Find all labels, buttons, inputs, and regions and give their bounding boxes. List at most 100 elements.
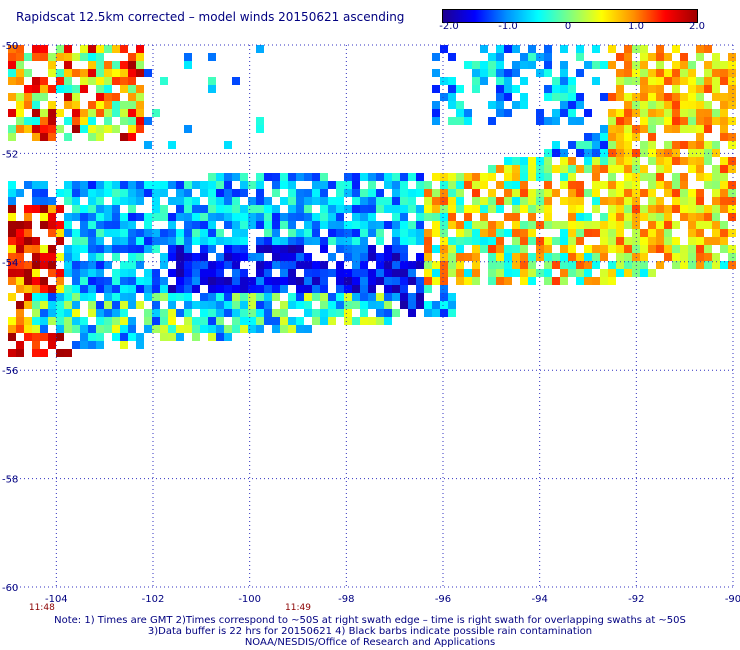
data-cell [560,237,568,245]
data-cell [112,109,120,117]
data-cell [232,213,240,221]
data-cell [712,109,720,117]
data-cell [496,45,504,53]
data-cell [304,325,312,333]
data-cell [72,341,80,349]
data-cell [712,141,720,149]
data-cell [128,133,136,141]
data-cell [152,325,160,333]
data-cell [448,237,456,245]
data-cell [80,245,88,253]
data-cell [120,181,128,189]
data-cell [184,61,192,69]
data-cell [392,205,400,213]
data-cell [392,181,400,189]
data-cell [360,285,368,293]
data-cell [576,117,584,125]
data-cell [448,261,456,269]
data-cell [600,157,608,165]
data-cell [432,189,440,197]
data-cell [280,269,288,277]
data-cell [504,77,512,85]
data-cell [472,197,480,205]
data-cell [488,277,496,285]
data-cell [120,69,128,77]
data-cell [264,245,272,253]
data-cell [640,165,648,173]
data-cell [528,269,536,277]
data-cell [672,197,680,205]
data-cell [504,245,512,253]
data-cell [728,189,736,197]
data-cell [40,253,48,261]
data-cell [72,53,80,61]
data-cell [152,189,160,197]
data-cell [184,237,192,245]
data-cell [648,157,656,165]
data-cell [344,205,352,213]
data-cell [112,61,120,69]
data-cell [472,181,480,189]
data-cell [360,197,368,205]
data-cell [472,229,480,237]
data-cell [328,301,336,309]
data-cell [200,301,208,309]
time-label: 11:48 [29,603,55,613]
data-cell [72,189,80,197]
data-cell [8,77,16,85]
axis-ticks: -104 -102 -100 -98 -96 -94 -92 -90-50-52-54-56-… [2,41,740,613]
data-cell [544,197,552,205]
data-cell [360,253,368,261]
data-cell [88,269,96,277]
data-cell [592,181,600,189]
data-cell [104,309,112,317]
data-cell [728,213,736,221]
data-cell [456,181,464,189]
data-cell [24,285,32,293]
data-cell [176,293,184,301]
data-cell [432,269,440,277]
data-cell [296,325,304,333]
data-cell [56,269,64,277]
data-cell [56,189,64,197]
data-cell [600,229,608,237]
data-cell [560,197,568,205]
data-cell [584,213,592,221]
data-cell [416,277,424,285]
data-cell [16,261,24,269]
data-cell [16,341,24,349]
data-cell [168,285,176,293]
data-cell [504,229,512,237]
data-cell [296,173,304,181]
data-cell [232,309,240,317]
data-cell [376,221,384,229]
data-cell [520,181,528,189]
data-cell [600,93,608,101]
data-cell [504,197,512,205]
data-cell [200,221,208,229]
data-cell [496,93,504,101]
data-cell [208,285,216,293]
data-cell [456,229,464,237]
data-cell [152,237,160,245]
data-cell [208,301,216,309]
data-cell [360,205,368,213]
data-cell [112,125,120,133]
data-cell [16,109,24,117]
data-cell [136,237,144,245]
data-cell [264,237,272,245]
data-cell [88,133,96,141]
data-cell [544,213,552,221]
data-cell [32,253,40,261]
data-cell [112,77,120,85]
data-cell [96,221,104,229]
data-cell [616,69,624,77]
data-cell [664,53,672,61]
data-cell [304,221,312,229]
data-cell [624,109,632,117]
data-cell [320,181,328,189]
data-cell [640,77,648,85]
data-cell [400,285,408,293]
data-cell [656,213,664,221]
data-cell [40,117,48,125]
